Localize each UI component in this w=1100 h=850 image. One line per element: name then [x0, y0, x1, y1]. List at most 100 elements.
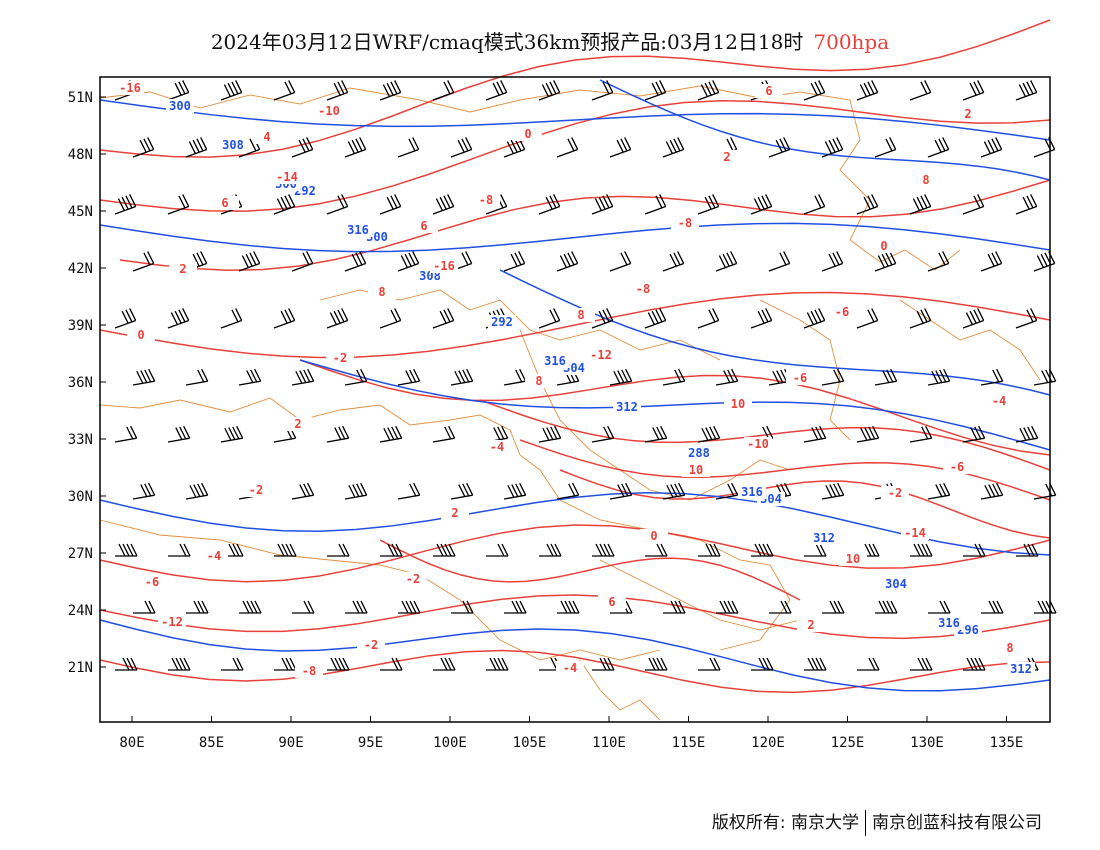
wind-barb [804, 543, 827, 557]
height-contour-label: 292 [491, 315, 513, 329]
height-label-bg [219, 138, 247, 152]
wind-barb [910, 543, 933, 557]
temperature-contour-label: 2 [964, 107, 971, 121]
temperature-contour-label: -2 [249, 483, 263, 497]
wind-barb [398, 600, 421, 614]
wind-barb [185, 482, 209, 500]
temperature-contour-label: -2 [364, 638, 378, 652]
wind-barb [928, 600, 951, 614]
height-contour [99, 491, 1051, 556]
wind-barb [486, 657, 509, 671]
temperature-label-bg [682, 463, 710, 477]
wind-barb [821, 368, 845, 386]
wind-barb [220, 308, 243, 329]
temperature-contour-label: 2 [807, 618, 814, 632]
height-label-bg [344, 223, 372, 237]
wind-barb [556, 137, 579, 158]
wind-barb [697, 308, 720, 329]
height-label-bg [882, 577, 910, 591]
wind-barb [980, 368, 1004, 386]
temperature-contour-label: 8 [535, 374, 542, 388]
wind-barb [451, 600, 474, 614]
temperature-label-bg [116, 81, 144, 95]
temperature-contour-label: -4 [490, 440, 504, 454]
height-label-bg [488, 315, 516, 329]
height-contour [99, 619, 1051, 692]
temperature-label-bg [985, 394, 1013, 408]
map-border [99, 76, 1051, 723]
wind-barb [803, 308, 826, 329]
wind-barb [645, 543, 668, 557]
temperature-label-bg [629, 282, 657, 296]
temperature-contour-label: -8 [636, 282, 650, 296]
temperature-contour-label: -4 [207, 549, 221, 563]
temperature-contour-label: -12 [161, 615, 183, 629]
temperature-label-bg [713, 150, 741, 164]
x-tick-label: 105E [513, 735, 547, 751]
wind-barb [662, 251, 685, 272]
temperature-label-bg [295, 664, 323, 678]
wind-barb [856, 308, 879, 329]
wind-barb [273, 80, 296, 101]
y-tick-label: 45N [68, 204, 93, 220]
temperature-label-bg [587, 348, 615, 362]
temperature-label-bg [441, 506, 469, 520]
x-tick-label: 85E [199, 735, 224, 751]
temperature-contour [99, 291, 1051, 359]
wind-barb [503, 482, 527, 500]
wind-barb [326, 308, 349, 329]
wind-barb [609, 482, 633, 500]
wind-barb [274, 543, 297, 557]
temperature-label-bg [881, 486, 909, 500]
y-tick-label: 21N [68, 660, 93, 676]
temperature-contour-label: 10 [731, 397, 745, 411]
wind-barb [962, 194, 985, 215]
wind-barb [874, 251, 897, 272]
wind-barb [716, 600, 739, 614]
wind-barb [857, 657, 880, 671]
map-frame [100, 77, 1050, 722]
wind-barb [980, 251, 1003, 272]
temperature-contour [379, 539, 801, 601]
wind-barb [875, 600, 898, 614]
height-contour-label: 312 [616, 400, 638, 414]
height-contour-label: 316 [347, 223, 369, 237]
wind-barb [397, 482, 421, 500]
wind-barb [486, 543, 509, 557]
title-main: 2024年03月12日WRF/cmaq模式36km预报产品:03月12日18时 [210, 30, 804, 54]
height-contour-label: 316 [544, 354, 566, 368]
wind-barb [132, 368, 156, 386]
wind-barb [609, 251, 632, 272]
wind-barb [927, 368, 951, 386]
temperature-label-bg [357, 638, 385, 652]
boundary-line [99, 397, 791, 651]
temperature-contour-label: -16 [433, 259, 455, 273]
wind-barb [645, 657, 668, 671]
wind-barb [168, 543, 191, 557]
temperature-label-bg [640, 529, 668, 543]
wind-barb [715, 482, 739, 500]
wind-barb [591, 425, 615, 443]
wind-barb [167, 425, 191, 443]
wind-barb [326, 425, 350, 443]
height-label-bg [166, 99, 194, 113]
height-label-bg [935, 616, 963, 630]
wind-barb [504, 600, 527, 614]
wind-barb [963, 657, 986, 671]
temperature-contour [99, 594, 1051, 640]
wind-barb [1016, 543, 1039, 557]
x-tick-label: 110E [592, 735, 626, 751]
temperature-label-bg [430, 259, 458, 273]
wind-barb [697, 425, 721, 443]
wind-barb [114, 194, 137, 215]
wind-barb [433, 657, 456, 671]
temperature-label-bg [525, 374, 553, 388]
temperature-label-bg [755, 84, 783, 98]
wind-barb [221, 657, 244, 671]
temperature-contour-label: 6 [765, 84, 772, 98]
footer-copyright: 版权所有: 南京大学 [711, 813, 859, 833]
wind-barb [220, 425, 244, 443]
temperature-contour-label: 2 [451, 506, 458, 520]
wind-barb [697, 194, 720, 215]
temperature-label-bg [368, 285, 396, 299]
